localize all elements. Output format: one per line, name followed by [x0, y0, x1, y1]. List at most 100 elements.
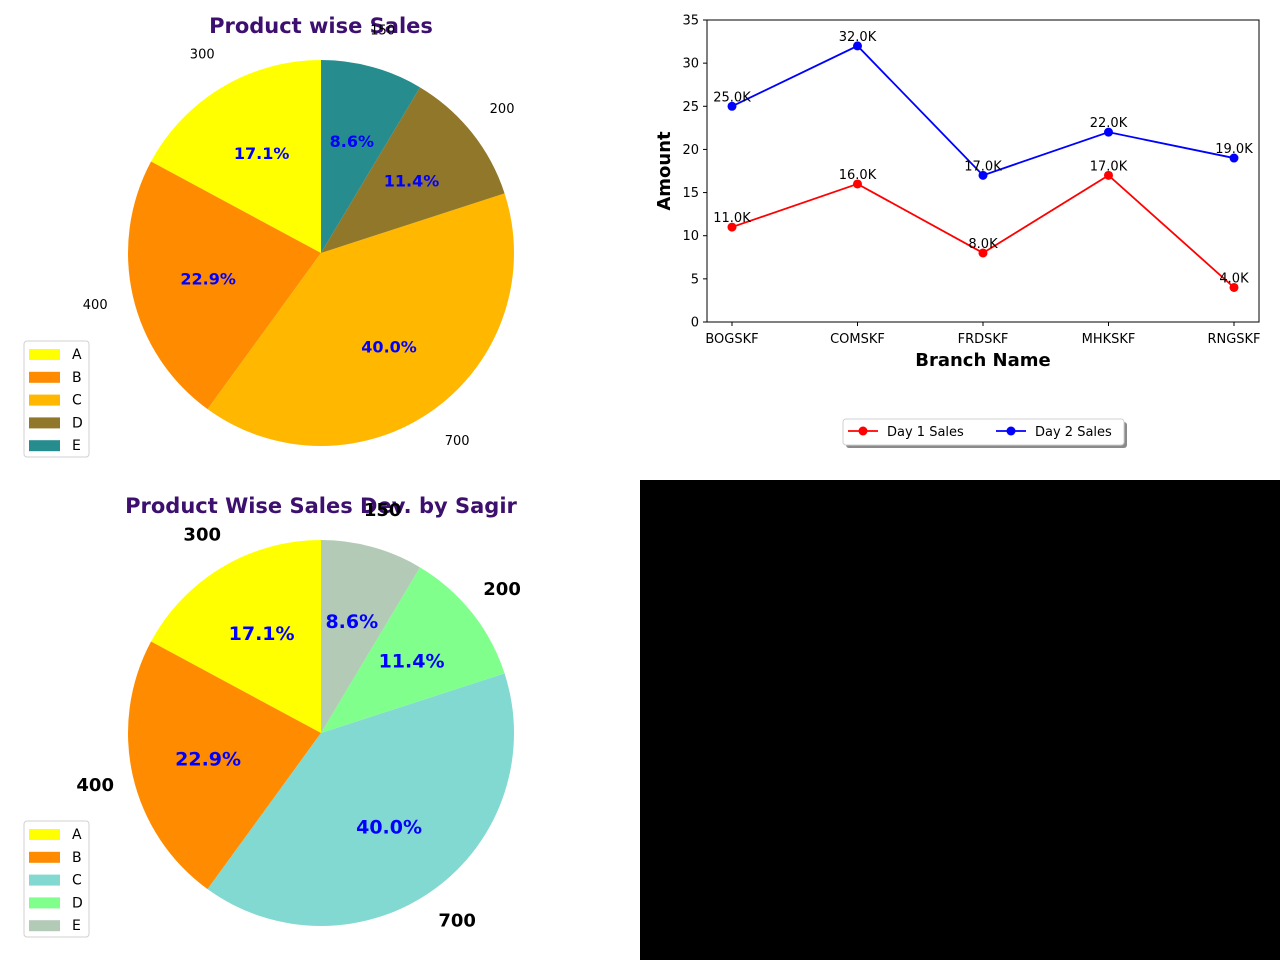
y-tick-label: 10: [682, 229, 699, 244]
pie2-percent-label: 11.4%: [379, 650, 445, 672]
pie1-title: Product wise Sales: [209, 14, 433, 38]
pie1-value-label: 400: [83, 298, 108, 313]
pie2-legend-label: C: [72, 873, 82, 889]
x-tick-label: FRDSKF: [958, 332, 1009, 347]
pie-chart-product-sales-dev: Product Wise Sales Dev. by Sagir 300 17.1…: [23, 494, 521, 938]
series-2-data-label: 22.0K: [1090, 116, 1128, 131]
y-tick-label: 35: [682, 14, 699, 29]
pie2-legend-swatch: [29, 920, 60, 932]
series-2-data-label: 32.0K: [839, 30, 877, 45]
x-tick-label: RNGSKF: [1207, 332, 1260, 347]
pie1-percent-label: 22.9%: [180, 269, 236, 288]
series-2-data-label: 17.0K: [964, 159, 1002, 174]
y-tick-label: 30: [682, 57, 699, 72]
pie1-slice-A: [151, 60, 321, 253]
pie2-legend-swatch: [29, 851, 60, 863]
pie-chart-product-sales: Product wise Sales 300 17.1% 400 22.9% 700 40…: [23, 14, 515, 458]
y-tick-label: 0: [691, 316, 699, 331]
x-tick-label: MHKSKF: [1082, 332, 1136, 347]
series-2-data-label: 25.0K: [713, 90, 751, 105]
series-2-point: [1229, 153, 1239, 163]
pie1-slice-B: [127, 161, 321, 410]
series-2-point: [1104, 127, 1113, 137]
series-line-1: [731, 174, 1235, 289]
pie1-legend-swatch: [29, 349, 60, 360]
series-2-point: [727, 101, 737, 111]
pie2-legend-label: E: [72, 918, 81, 934]
x-tick-label: BOGSKF: [705, 332, 758, 347]
y-tick-label: 15: [682, 186, 699, 201]
pie1-legend-swatch: [29, 417, 60, 429]
line-legend-marker: [858, 426, 868, 436]
series-1-point: [978, 248, 988, 258]
pie1-legend-swatch: [29, 371, 60, 383]
pie1-percent-label: 40.0%: [361, 337, 417, 356]
series-1-data-label: 16.0K: [839, 168, 877, 183]
series-2-point: [978, 170, 988, 180]
y-tick-label: 20: [682, 143, 699, 158]
x-tick-label: COMSKF: [830, 332, 885, 347]
line-chart-branch-sales: 0 5 10 15 20 25 30 35 BOGSKF COMSKF FRDSKF MHKSKF RN…: [654, 14, 1261, 448]
series-1-point: [727, 222, 737, 232]
pie2-legend-label: B: [72, 850, 82, 866]
pie2-value-label: 700: [438, 911, 476, 932]
pie2-slice-C: [207, 673, 515, 926]
pie2-percent-label: 17.1%: [229, 623, 295, 645]
line-legend-label: Day 2 Sales: [1035, 425, 1112, 440]
pie2-legend-label: D: [72, 895, 83, 911]
pie2-percent-label: 40.0%: [356, 816, 422, 838]
pie1-slice-C: [207, 193, 515, 447]
pie1-value-label: 150: [370, 23, 395, 38]
x-axis-label: Branch Name: [915, 350, 1050, 371]
pie2-value-label: 200: [483, 579, 521, 600]
pie2-legend-label: A: [72, 827, 82, 843]
line-legend-frame: [842, 418, 1125, 446]
series-1-point: [1104, 170, 1113, 180]
pie1-value-label: 700: [445, 434, 470, 449]
y-axis-label: Amount: [654, 131, 675, 211]
y-tick-label: 5: [691, 272, 699, 287]
pie2-legend-swatch: [29, 829, 60, 840]
series-1-data-label: 17.0K: [1090, 159, 1128, 174]
pie2-value-label: 400: [76, 775, 114, 796]
pie2-legend-swatch: [29, 874, 60, 886]
series-1-point: [1229, 282, 1239, 292]
pie1-legend-swatch: [29, 440, 60, 452]
pie1-legend-label: B: [72, 370, 82, 386]
pie2-slice-B: [128, 641, 321, 890]
pie1-legend-swatch: [29, 394, 60, 406]
pie1-legend-label: D: [72, 415, 83, 431]
pie1-legend-label: E: [72, 438, 81, 454]
line-legend: Day 1 Sales Day 2 Sales: [842, 418, 1127, 448]
pie2-title: Product Wise Sales Dev. by Sagir: [125, 494, 517, 518]
pie1-percent-label: 8.6%: [330, 132, 374, 151]
pie2-slice-D: [321, 567, 505, 733]
pie1-percent-label: 11.4%: [384, 171, 440, 190]
series-2-point: [853, 41, 862, 51]
pie1-value-label: 200: [490, 102, 515, 117]
series-2-data-label: 19.0K: [1215, 142, 1253, 157]
series-1-data-label: 8.0K: [968, 237, 998, 252]
pie1-legend-label: C: [72, 393, 82, 409]
empty-subplot: [640, 480, 1280, 960]
pie1-legend-label: A: [72, 347, 82, 363]
y-tick-label: 25: [682, 100, 699, 115]
pie2-percent-label: 22.9%: [175, 748, 241, 770]
line-legend-label: Day 1 Sales: [887, 425, 964, 440]
pie1-percent-label: 17.1%: [234, 144, 290, 163]
line-legend-marker: [1006, 426, 1016, 436]
pie1-slice-E: [321, 60, 420, 253]
series-1-data-label: 4.0K: [1219, 271, 1249, 286]
pie2-value-label: 150: [364, 500, 402, 521]
pie2-legend-swatch: [29, 897, 60, 909]
pie2-percent-label: 8.6%: [325, 611, 378, 633]
pie2-slice-E: [321, 540, 420, 733]
series-1-point: [853, 179, 862, 189]
pie1-value-label: 300: [190, 48, 215, 63]
series-1-data-label: 11.0K: [713, 211, 751, 226]
pie2-slice-A: [151, 540, 321, 733]
series-line-2: [731, 44, 1235, 177]
